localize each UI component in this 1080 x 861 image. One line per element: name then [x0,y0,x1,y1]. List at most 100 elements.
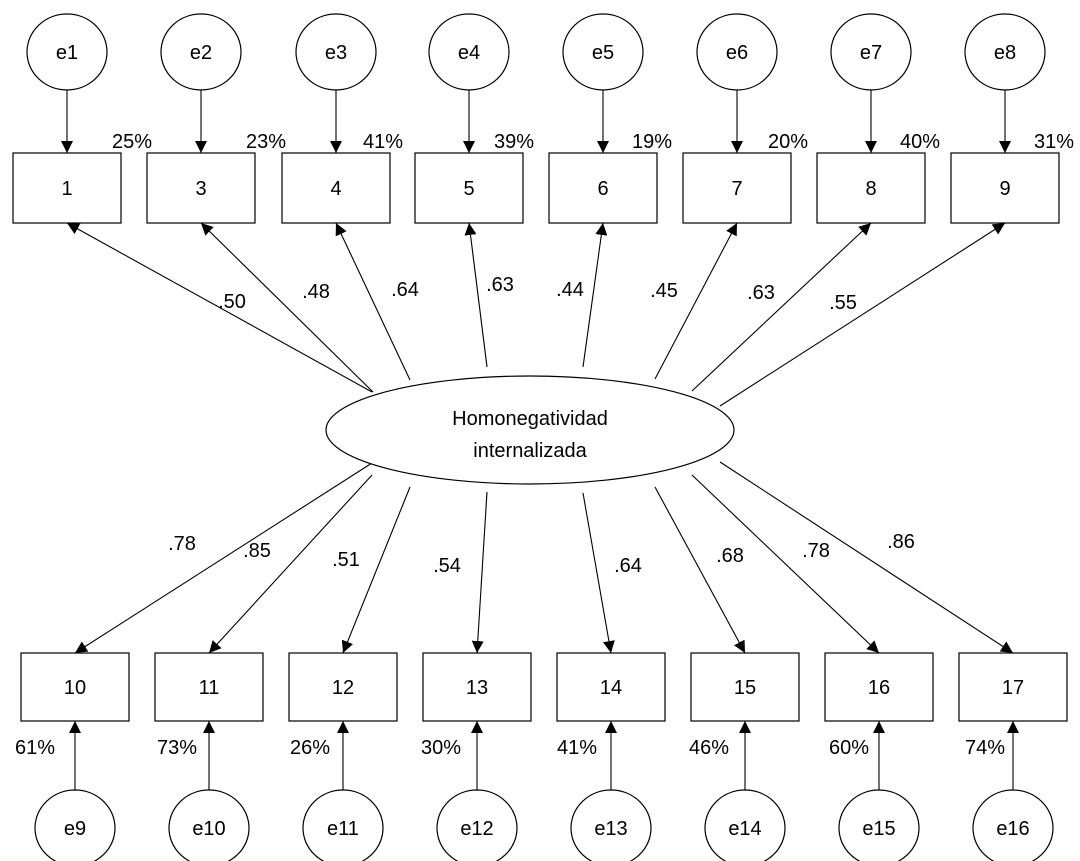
indicator-box [422,652,532,722]
indicator-label: 10 [64,677,86,699]
error-label: e7 [860,42,882,64]
error-ellipse [838,789,920,861]
indicator-label: 17 [1002,677,1024,699]
bottom-item-12-r2-label: 26% [290,737,330,759]
indicator-box [958,652,1068,722]
top-item-9-error-term: e8 [964,13,1046,91]
top-item-1-error-term: e1 [26,13,108,91]
indicator-box [690,652,800,722]
top-item-1-loading-label: .50 [218,291,246,313]
top-item-1-indicator: 1 [12,152,122,224]
top-item-4-loading-arrow [335,222,411,381]
top-item-3-indicator: 3 [146,152,256,224]
top-item-4-error-term: e3 [295,13,377,91]
top-item-5-indicator: 5 [414,152,524,224]
latent-factor: Homonegatividad internalizada [325,375,735,485]
indicator-box [824,652,934,722]
top-item-9-r2-label: 31% [1034,131,1074,153]
top-item-9-indicator: 9 [950,152,1060,224]
error-ellipse [168,789,250,861]
latent-ellipse [325,375,735,485]
bottom-item-15-indicator: 15 [690,652,800,722]
indicator-label: 14 [600,677,622,699]
bottom-item-17-indicator: 17 [958,652,1068,722]
bottom-item-16-error-term: e15 [838,789,920,861]
error-label: e8 [994,42,1016,64]
top-item-6-r2-label: 19% [632,131,672,153]
indicator-label: 11 [199,677,220,699]
error-label: e16 [996,818,1029,840]
error-label: e3 [325,42,347,64]
error-label: e9 [64,818,86,840]
top-item-8-loading-label: .63 [747,282,775,304]
bottom-item-10-error-term: e9 [34,789,116,861]
error-label: e15 [862,818,895,840]
top-item-6-loading-label: .44 [556,279,584,301]
bottom-item-15-loading-label: .68 [716,545,744,567]
indicator-box [12,152,122,224]
top-item-8-r2-label: 40% [900,131,940,153]
bottom-item-16-indicator: 16 [824,652,934,722]
indicator-box [20,652,130,722]
indicator-label: 5 [463,178,474,200]
bottom-item-10-loading-arrow [74,462,373,654]
top-item-7-r2-label: 20% [768,131,808,153]
bottom-item-15-loading-arrow [654,486,746,654]
top-item-8-indicator: 8 [816,152,926,224]
top-item-3-loading-label: .48 [302,281,330,303]
indicator-label: 8 [865,178,876,200]
bottom-item-17-error-term: e16 [972,789,1054,861]
bottom-item-14-indicator: 14 [556,652,666,722]
indicator-box [281,152,391,224]
top-item-3-error-term: e2 [160,13,242,91]
bottom-item-10-loading-label: .78 [168,533,196,555]
bottom-item-10-indicator: 10 [20,652,130,722]
error-label: e13 [594,818,627,840]
indicator-label: 6 [597,178,608,200]
error-label: e5 [592,42,614,64]
error-ellipse [696,13,778,91]
indicator-label: 12 [332,677,354,699]
top-item-4-loading-label: .64 [391,279,419,301]
error-ellipse [704,789,786,861]
top-item-7-loading-label: .45 [650,280,678,302]
error-ellipse [34,789,116,861]
latent-label-line-2: internalizada [473,440,587,462]
bottom-item-14-error-term: e13 [570,789,652,861]
error-ellipse [562,13,644,91]
bottom-item-13-error-term: e12 [436,789,518,861]
top-item-6-error-term: e5 [562,13,644,91]
bottom-item-13-indicator: 13 [422,652,532,722]
bottom-item-15-r2-label: 46% [689,737,729,759]
indicator-box [816,152,926,224]
bottom-item-12-loading-arrow [341,486,411,654]
bottom-item-17-loading-arrow [719,461,1014,654]
top-item-7-indicator: 7 [682,152,792,224]
top-item-8-error-term: e7 [830,13,912,91]
bottom-item-14-loading-label: .64 [614,555,642,577]
indicator-box [414,152,524,224]
error-ellipse [302,789,384,861]
indicator-label: 16 [868,677,890,699]
top-item-6-loading-arrow [582,222,608,368]
label-layer: .50 25% .48 23% .64 41% .63 39% .44 19% .45 20% .63 4… [15,131,1074,759]
bottom-item-17-r2-label: 74% [965,737,1005,759]
error-label: e11 [327,818,359,840]
top-item-5-loading-arrow [464,222,488,368]
indicator-label: 9 [999,178,1010,200]
error-ellipse [830,13,912,91]
bottom-item-11-error-term: e10 [168,789,250,861]
top-item-1-loading-arrow [66,222,373,393]
error-label: e10 [192,818,225,840]
bottom-item-17-loading-label: .86 [887,531,915,553]
bottom-item-12-error-term: e11 [302,789,384,861]
indicator-label: 3 [195,178,206,200]
error-ellipse [570,789,652,861]
bottom-item-13-loading-label: .54 [433,555,461,577]
error-label: e14 [728,818,761,840]
bottom-item-11-indicator: 11 [154,652,264,722]
top-item-5-loading-label: .63 [486,274,514,296]
error-ellipse [964,13,1046,91]
bottom-item-14-r2-label: 41% [557,737,597,759]
bottom-item-11-r2-label: 73% [157,737,197,759]
